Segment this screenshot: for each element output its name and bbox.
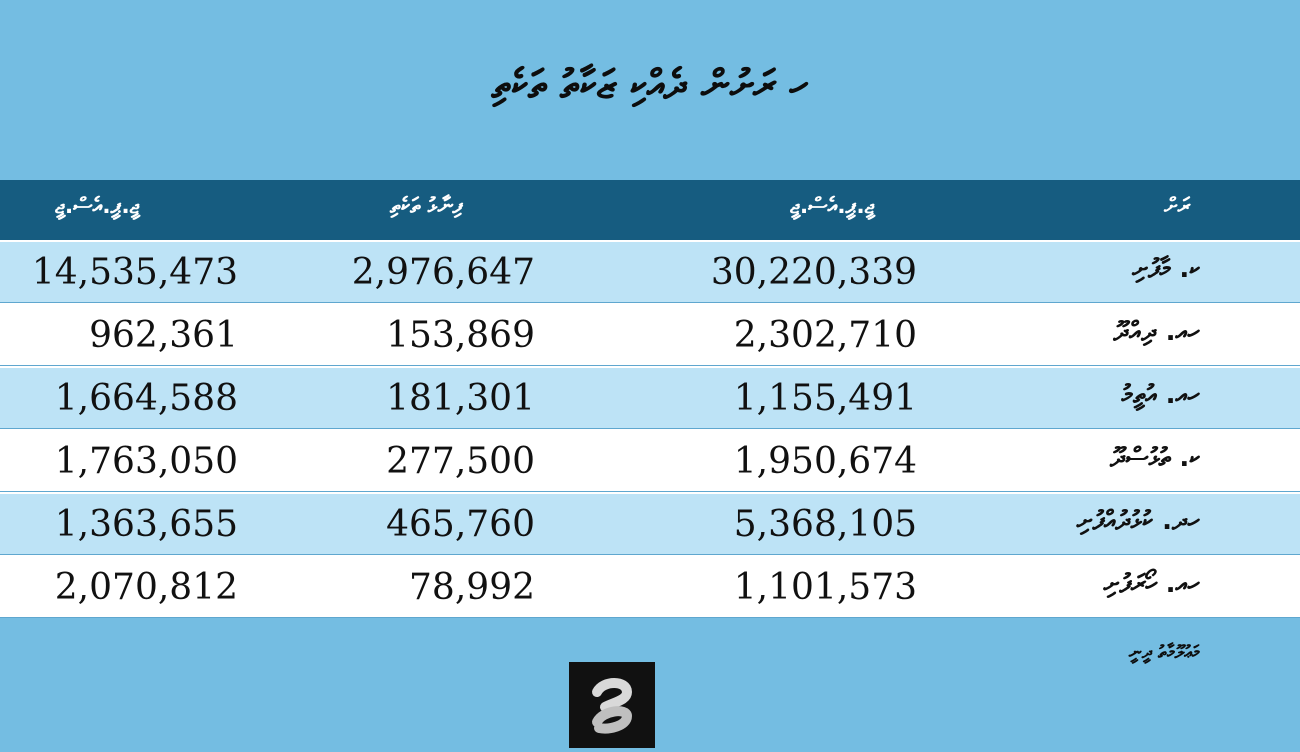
- cell-island-name: ހއ. އުތީމު: [1121, 380, 1200, 410]
- header-col-3: ޖީ.ޕީ.އެސް.ޖީ: [790, 194, 875, 219]
- brand-logo-graphic: [592, 678, 633, 734]
- table-row: 1,363,655 465,760 5,368,105 ހދ. ކުޅުދުއް…: [0, 492, 1300, 555]
- cell-col-3: 1,155,491: [733, 378, 917, 419]
- cell-col-2: 2,976,647: [351, 252, 535, 293]
- cell-col-1: 14,535,473: [31, 252, 238, 293]
- cell-col-2: 181,301: [386, 378, 535, 419]
- cell-col-3: 30,220,339: [710, 252, 917, 293]
- cell-col-2: 277,500: [386, 441, 535, 482]
- header-col-2: ފިނާޅު ތަކެތި: [390, 194, 463, 219]
- cell-col-3: 1,950,674: [733, 441, 917, 482]
- page-title: ހ ރަށުން ދެއްކި ޒަކާތު ތަކެތި: [491, 62, 809, 108]
- table-row: 1,664,588 181,301 1,155,491 ހއ. އުތީމު: [0, 366, 1300, 429]
- cell-island-name: ހދ. ކުޅުދުއްފުށި: [1076, 506, 1200, 536]
- cell-island-name: ކ. މާފުށި: [1132, 254, 1200, 284]
- cell-col-3: 5,368,105: [733, 504, 917, 545]
- cell-island-name: ހއ. ހޯރަފުށި: [1103, 569, 1200, 599]
- table-row: 2,070,812 78,992 1,101,573 ހއ. ހޯރަފުށި: [0, 555, 1300, 618]
- cell-island-name: ހއ. ދިއްދޫ: [1113, 317, 1200, 347]
- cell-col-1: 962,361: [89, 315, 238, 356]
- source-note: މަޢުލޫމާތު ދީނީ: [1128, 642, 1200, 663]
- header-col-1: ޖީ.ޕީ.އެސް.ޖީ: [55, 194, 140, 219]
- cell-col-2: 153,869: [386, 315, 535, 356]
- table-header: ޖީ.ޕީ.އެސް.ޖީ ފިނާޅު ތަކެތި ޖީ.ޕީ.އެސް.ޖ…: [0, 180, 1300, 240]
- table-row: 1,763,050 277,500 1,950,674 ކ. ތުޅުސްދޫ: [0, 429, 1300, 492]
- cell-col-3: 1,101,573: [733, 567, 917, 608]
- cell-col-1: 1,664,588: [54, 378, 238, 419]
- cell-col-2: 465,760: [386, 504, 535, 545]
- cell-island-name: ކ. ތުޅުސްދޫ: [1109, 443, 1200, 473]
- cell-col-3: 2,302,710: [733, 315, 917, 356]
- cell-col-1: 2,070,812: [54, 567, 238, 608]
- table-row: 962,361 153,869 2,302,710 ހއ. ދިއްދޫ: [0, 303, 1300, 366]
- brand-logo-icon: [569, 662, 655, 748]
- table-row: 14,535,473 2,976,647 30,220,339 ކ. މާފުށ…: [0, 240, 1300, 303]
- header-col-island: ރަށް: [1164, 194, 1190, 219]
- cell-col-1: 1,763,050: [54, 441, 238, 482]
- cell-col-2: 78,992: [409, 567, 535, 608]
- cell-col-1: 1,363,655: [54, 504, 238, 545]
- data-table: ޖީ.ޕީ.އެސް.ޖީ ފިނާޅު ތަކެތި ޖީ.ޕީ.އެސް.ޖ…: [0, 180, 1300, 618]
